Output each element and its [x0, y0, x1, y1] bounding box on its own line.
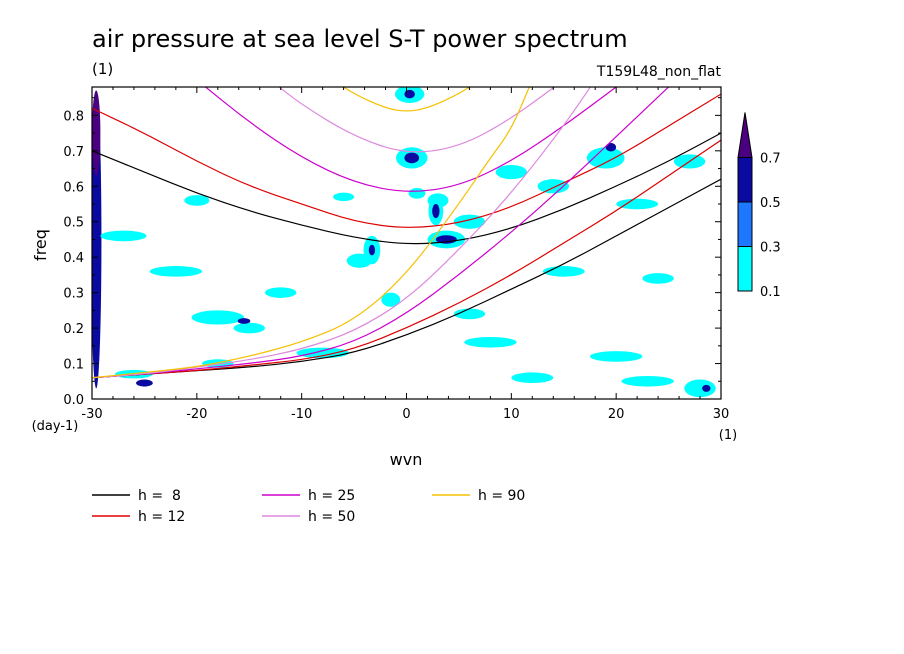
y-tick-label: 0.2 — [63, 322, 84, 337]
y-axis-title: freq — [31, 229, 50, 261]
colorbar-label: 0.3 — [760, 241, 781, 256]
shading-blob-38 — [511, 372, 554, 384]
shading-blob-34 — [621, 375, 674, 387]
legend-item: h = 12 — [92, 509, 185, 525]
y-tick-label: 0.6 — [63, 180, 84, 195]
shading-blob-17 — [432, 204, 440, 219]
shading-blob-27 — [537, 179, 569, 194]
shading-blob-25 — [464, 336, 517, 348]
colorbar-extend-arrow — [737, 112, 753, 158]
y-tick-label: 0.4 — [63, 251, 84, 266]
shading-blob-43 — [333, 192, 355, 202]
x-tick-label: 20 — [608, 407, 625, 422]
colorbar-label: 0.7 — [760, 152, 781, 167]
shading-blob-39 — [264, 287, 297, 298]
y-tick-label: 0.5 — [63, 216, 84, 231]
shading-blob-40 — [184, 195, 210, 206]
legend: h = 8 h = 12 h = 25 h = 50 h = 90 — [92, 488, 525, 525]
shading-blob-42 — [453, 308, 486, 320]
legend-label: h = 90 — [478, 488, 525, 504]
curve-0-upper — [92, 132, 721, 245]
shading-blob-6 — [237, 318, 251, 324]
shading-blob-4 — [191, 310, 245, 325]
x-tick-label: -30 — [81, 407, 102, 422]
shading-blob-2 — [100, 230, 147, 242]
shading-blob-23 — [381, 292, 401, 307]
shading-blob-31 — [616, 198, 659, 210]
legend-label: h = 8 — [138, 488, 181, 504]
y-axis-unit: (day-1) — [32, 419, 79, 434]
shading-blob-21 — [368, 244, 376, 256]
shading-blob-35 — [684, 379, 716, 398]
legend-item: h = 90 — [432, 488, 525, 504]
x-tick-label: 0 — [402, 407, 410, 422]
shading-blob-8 — [136, 379, 153, 387]
colorbar: 0.1 0.3 0.5 0.7 — [737, 112, 781, 300]
legend-label: h = 12 — [138, 509, 185, 525]
colorbar-segment-0 — [737, 246, 753, 292]
colorbar-label: 0.5 — [760, 196, 781, 211]
y-tick-label: 0.8 — [63, 109, 84, 124]
shading-blob-5 — [233, 322, 265, 334]
x-axis-title: wvn — [390, 450, 423, 469]
shading-blob-3 — [149, 266, 203, 277]
shading-blob-32 — [642, 273, 674, 284]
legend-item: h = 50 — [262, 509, 355, 525]
shading-blob-11 — [404, 89, 415, 99]
chart-subtitle-right: T159L48_non_flat — [596, 64, 722, 80]
legend-item: h = 25 — [262, 488, 355, 504]
curve-3-lower — [92, 87, 592, 379]
chart-title: air pressure at sea level S-T power spec… — [92, 25, 628, 53]
shading-blob-33 — [589, 351, 643, 362]
shading-blob-30 — [605, 143, 617, 152]
curve-4-lower — [92, 87, 530, 379]
x-axis-ticks: -30 -20 -10 0 10 20 30 — [81, 87, 729, 422]
curve-1-upper — [92, 93, 721, 228]
legend-label: h = 25 — [308, 488, 355, 504]
x-axis-unit: (1) — [719, 428, 737, 443]
colorbar-segment-1 — [737, 201, 753, 247]
curve-3-upper — [278, 87, 556, 153]
shading-blob-29 — [586, 147, 625, 169]
y-tick-label: 0.1 — [63, 358, 84, 373]
x-tick-label: 30 — [713, 407, 730, 422]
y-tick-label: 0.7 — [63, 145, 84, 160]
x-tick-label: -20 — [186, 407, 207, 422]
shading-blob-13 — [404, 152, 420, 164]
legend-label: h = 50 — [308, 509, 355, 525]
colorbar-segment-2 — [737, 157, 753, 203]
legend-item: h = 8 — [92, 488, 181, 504]
y-axis-ticks: 0.0 0.1 0.2 0.3 0.4 0.5 0.6 0.7 0.8 — [63, 97, 721, 408]
y-tick-label: 0.0 — [63, 393, 84, 408]
x-tick-label: -10 — [291, 407, 312, 422]
y-tick-label: 0.3 — [63, 287, 84, 302]
curve-2-upper — [204, 87, 617, 192]
shading-blob-9 — [296, 347, 349, 359]
shading-blob-22 — [346, 253, 372, 268]
shading-blob-36 — [702, 384, 711, 392]
shading-blob-14 — [408, 188, 426, 199]
x-tick-label: 10 — [503, 407, 520, 422]
shading-blob-26 — [495, 165, 528, 180]
chart-subtitle-left: (1) — [92, 60, 113, 78]
curve-2-lower — [92, 87, 669, 379]
colorbar-label: 0.1 — [760, 285, 781, 300]
curve-1-lower — [92, 139, 721, 379]
